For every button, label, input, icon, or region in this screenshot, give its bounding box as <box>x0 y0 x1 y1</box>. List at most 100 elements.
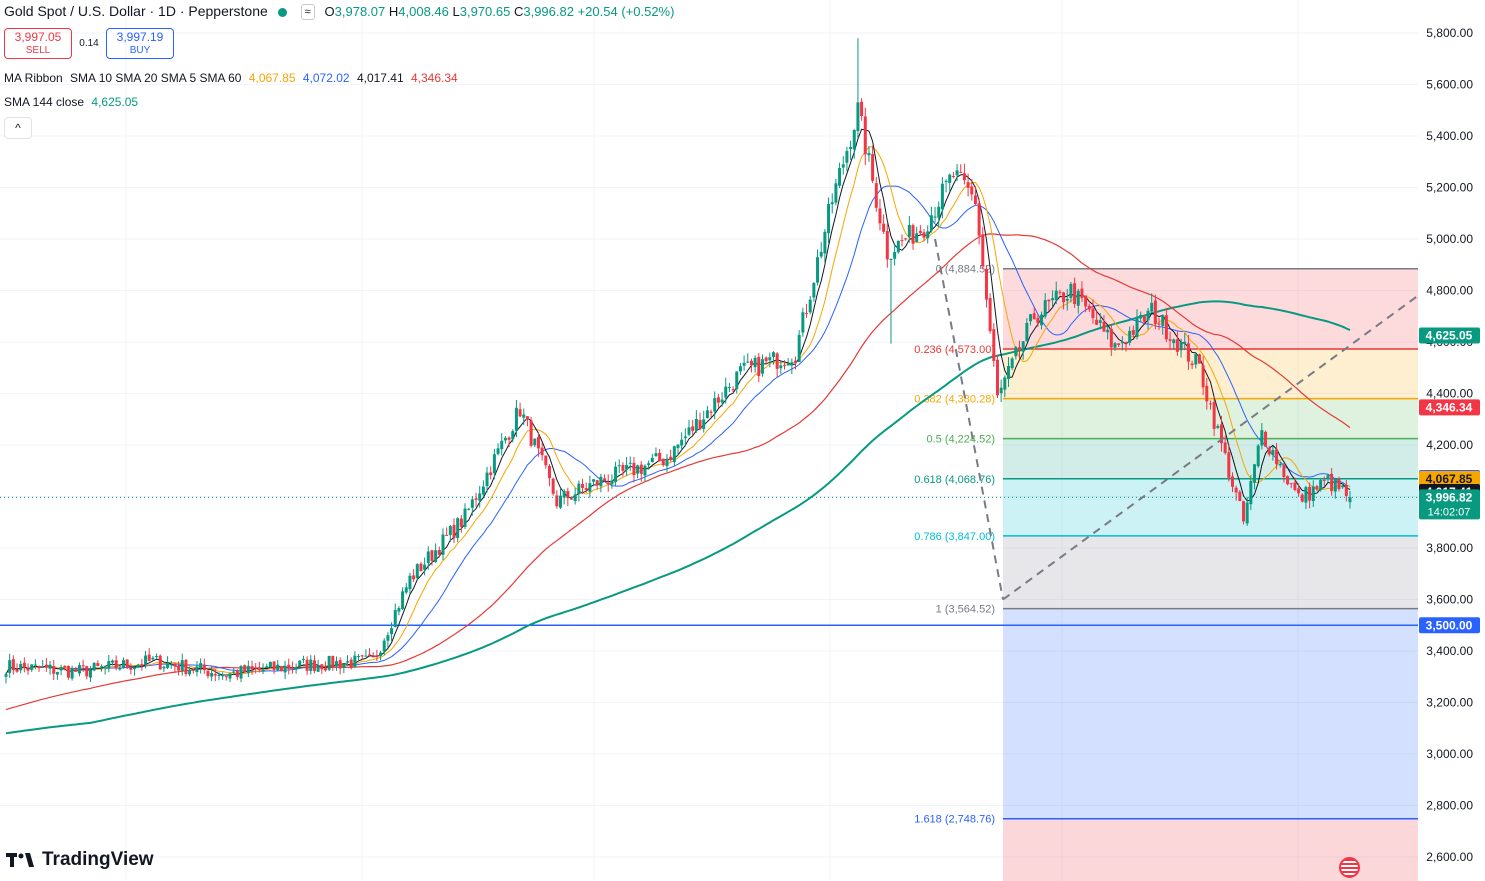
candle-body-161 <box>595 480 599 486</box>
candle-body-322 <box>1186 343 1190 362</box>
candle-body-119 <box>441 534 445 555</box>
tradingview-logo[interactable]: TradingView <box>6 849 154 871</box>
candle-body-359 <box>1322 479 1326 481</box>
sell-button[interactable]: 3,997.05 SELL <box>4 28 72 59</box>
fib-level-label-3: 0.5 (4,224.52) <box>927 434 996 446</box>
candle-body-2 <box>11 659 15 671</box>
candle-body-320 <box>1179 341 1183 351</box>
candle-body-55 <box>206 670 210 677</box>
candle-body-46 <box>173 663 177 667</box>
sell-price: 3,997.05 <box>14 30 62 44</box>
candle-body-201 <box>742 362 746 366</box>
sma144-legend[interactable]: SMA 144 close 4,625.05 <box>4 95 138 109</box>
fib-level-label-7: 1.618 (2,748.76) <box>914 814 995 826</box>
tradingview-logo-icon <box>6 853 34 867</box>
candle-body-81 <box>301 659 305 661</box>
candle-body-26 <box>99 666 103 668</box>
candle-body-271 <box>999 387 1003 394</box>
candle-body-132 <box>489 472 493 476</box>
price-label-text-0: 4,625.05 <box>1426 329 1473 343</box>
price-label-box-0 <box>1419 327 1480 344</box>
candle-body-355 <box>1308 486 1312 501</box>
candle-body-277 <box>1021 341 1025 352</box>
open-label: O <box>324 4 335 19</box>
buy-label: BUY <box>129 45 151 56</box>
candle-body-47 <box>177 665 181 671</box>
symbol-title[interactable]: Gold Spot / U.S. Dollar · 1D · Peppersto… <box>4 3 268 19</box>
candle-body-45 <box>169 664 173 666</box>
candle-body-155 <box>573 494 577 502</box>
candle-body-226 <box>834 183 838 203</box>
candle-body-268 <box>988 298 992 332</box>
candle-body-315 <box>1161 315 1165 326</box>
candle-body-213 <box>786 363 790 366</box>
candle-body-224 <box>827 203 831 234</box>
candle-body-362 <box>1333 478 1337 492</box>
candle-body-19 <box>74 669 78 672</box>
high-label: H <box>388 4 399 19</box>
candle-body-247 <box>911 225 915 244</box>
buy-button[interactable]: 3,997.19 BUY <box>106 28 174 59</box>
candle-body-22 <box>85 666 89 677</box>
tradingview-logo-text: TradingView <box>42 849 154 870</box>
candle-body-126 <box>467 508 471 510</box>
candle-body-212 <box>782 365 786 367</box>
candle-body-231 <box>852 129 856 150</box>
candle-body-7 <box>30 664 34 670</box>
candle-body-107 <box>397 608 401 612</box>
candle-body-298 <box>1098 320 1102 323</box>
candle-body-93 <box>346 661 350 663</box>
candle-body-160 <box>592 479 596 482</box>
us-flag-icon[interactable] <box>1339 857 1360 878</box>
candle-body-329 <box>1212 402 1216 429</box>
candle-body-338 <box>1245 502 1249 524</box>
fib-level-label-2: 0.382 (4,380.28) <box>914 394 995 406</box>
y-axis-tick-label-13: 3,200.00 <box>1426 696 1473 710</box>
candle-body-222 <box>819 251 823 257</box>
ma-ribbon-legend[interactable]: MA Ribbon SMA 10 SMA 20 SMA 5 SMA 60 4,0… <box>4 71 458 85</box>
candle-body-36 <box>136 664 140 668</box>
candle-body-129 <box>478 493 482 501</box>
candle-body-206 <box>760 359 764 374</box>
candle-body-328 <box>1208 403 1212 405</box>
candle-body-327 <box>1205 385 1209 402</box>
candle-body-105 <box>390 628 394 635</box>
price-label-box-1 <box>1419 399 1480 416</box>
ma-ribbon-name: MA Ribbon <box>4 71 63 85</box>
candle-body-128 <box>474 498 478 500</box>
candle-body-304 <box>1120 342 1124 344</box>
candle-body-3 <box>15 669 19 672</box>
candle-body-263 <box>970 186 974 195</box>
candle-body-49 <box>184 659 188 674</box>
close-value: 3,996.82 <box>523 4 574 19</box>
candle-body-111 <box>412 575 416 580</box>
candle-body-309 <box>1139 314 1143 319</box>
candle-body-325 <box>1197 354 1201 364</box>
candle-body-244 <box>900 240 904 242</box>
candle-body-8 <box>33 664 37 666</box>
candle-body-88 <box>327 655 331 670</box>
candle-body-343 <box>1264 431 1268 447</box>
candle-body-333 <box>1227 452 1231 478</box>
collapse-legend-button[interactable]: ^ <box>4 117 32 139</box>
trade-panel: 3,997.05 SELL 0.14 3,997.19 BUY <box>4 28 174 59</box>
candle-body-98 <box>364 655 368 657</box>
y-axis-tick-label-3: 5,200.00 <box>1426 181 1473 195</box>
candle-body-1 <box>8 660 12 673</box>
candle-body-253 <box>933 216 937 218</box>
candle-body-60 <box>224 676 228 678</box>
candle-body-249 <box>918 230 922 234</box>
candle-body-43 <box>162 666 166 669</box>
candle-body-34 <box>129 667 133 670</box>
wave-icon[interactable]: ≈ <box>300 4 315 21</box>
candle-body-211 <box>779 365 783 369</box>
candle-body-245 <box>904 238 908 240</box>
candle-body-177 <box>654 453 658 457</box>
candle-body-297 <box>1095 319 1099 325</box>
candle-body-179 <box>661 458 665 466</box>
price-label-box-5 <box>1419 489 1480 520</box>
candle-body-288 <box>1062 292 1066 303</box>
candle-body-326 <box>1201 365 1205 388</box>
candle-body-260 <box>959 171 963 173</box>
